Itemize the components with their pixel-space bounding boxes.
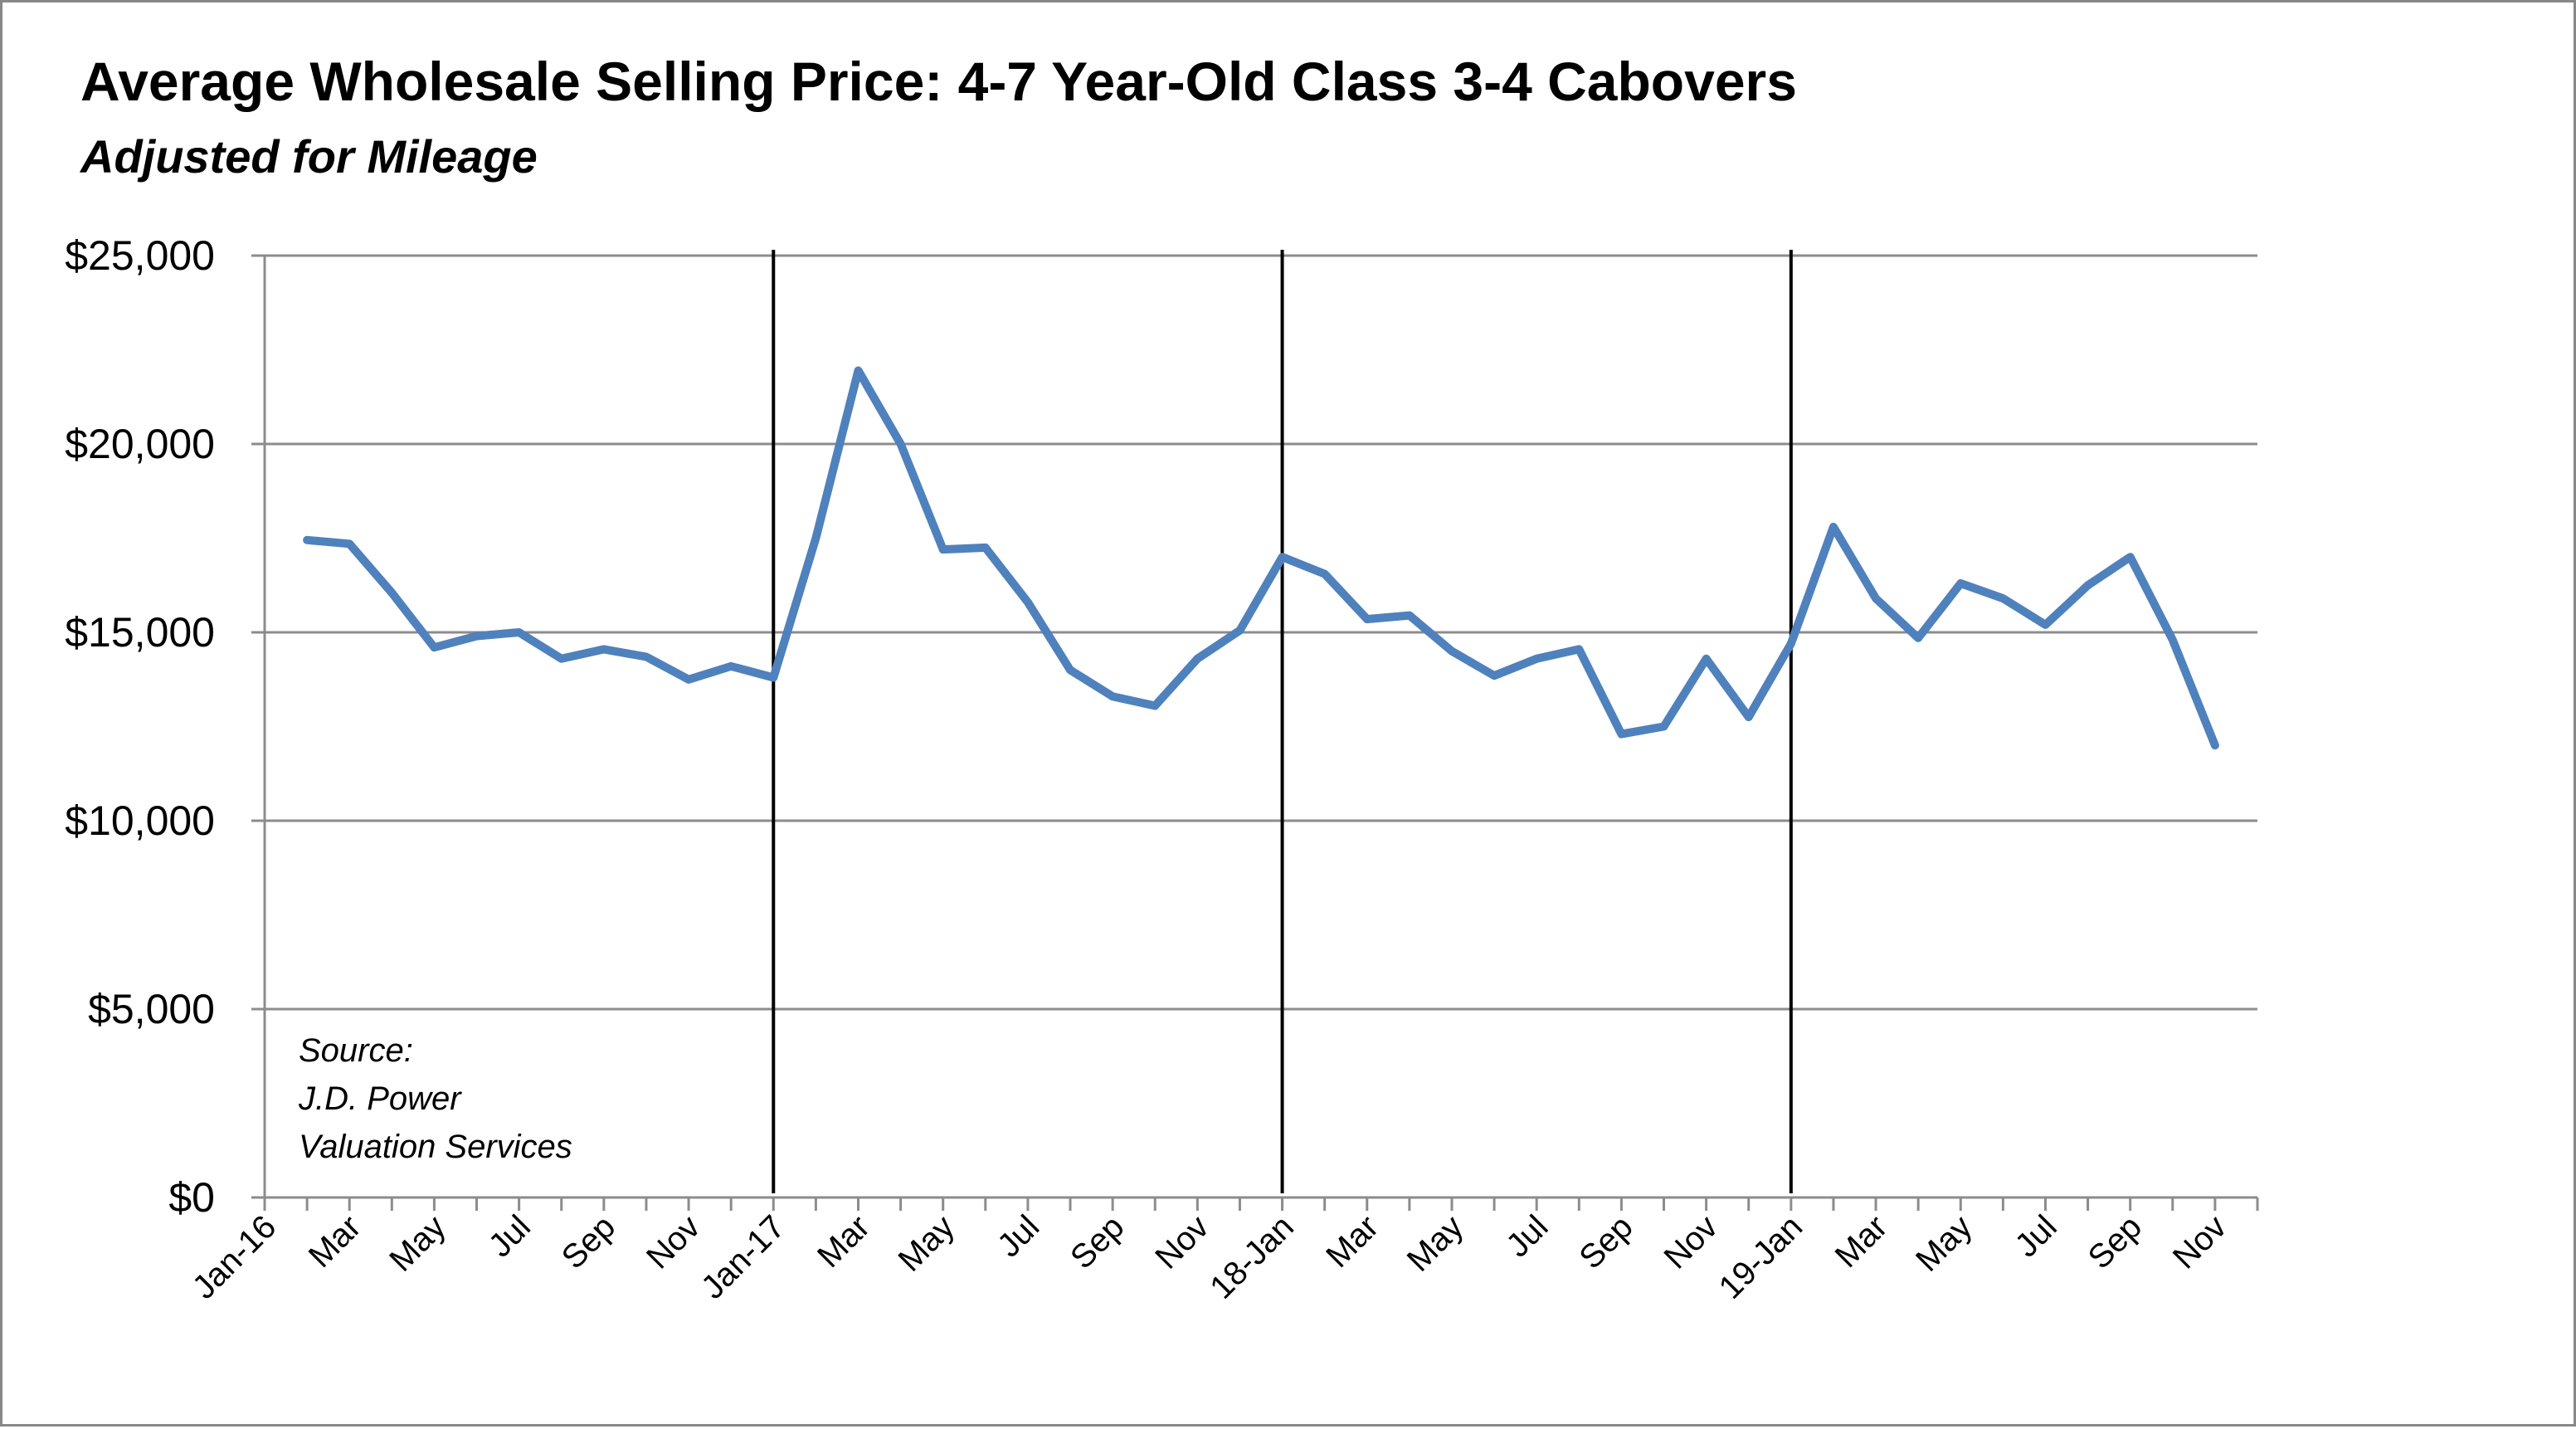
x-tick-label: Sep: [555, 1208, 622, 1275]
chart-title: Average Wholesale Selling Price: 4-7 Yea…: [80, 51, 1797, 112]
x-tick-label: Jul: [2009, 1208, 2064, 1264]
source-note-line: J.D. Power: [298, 1080, 462, 1117]
y-tick-label: $25,000: [65, 232, 215, 279]
x-tick-label: Nov: [1148, 1208, 1215, 1275]
x-tick-label: Mar: [811, 1208, 877, 1275]
gridlines: [265, 254, 2257, 1011]
data-point: [1153, 704, 1157, 708]
data-point: [348, 542, 352, 546]
source-note-line: Valuation Services: [299, 1129, 572, 1165]
chart-subtitle: Adjusted for Mileage: [79, 130, 538, 183]
data-point: [432, 646, 436, 650]
y-axis-tick-labels: $25,000 $20,000 $15,000 $10,000 $5,000 $0: [65, 232, 215, 1221]
data-point: [983, 545, 987, 549]
x-tick-label: Mar: [1319, 1208, 1385, 1275]
year-dividers: [772, 250, 1793, 1193]
x-tick-label: Jan-17: [694, 1208, 792, 1306]
data-point: [1365, 617, 1369, 622]
data-point: [1619, 732, 1624, 736]
data-point: [1704, 656, 1708, 661]
source-note: Source: J.D. Power Valuation Services: [298, 1032, 572, 1165]
x-tick-label: May: [892, 1208, 962, 1279]
data-point: [305, 538, 309, 542]
x-tick-label: Sep: [1064, 1208, 1131, 1275]
data-point: [1874, 597, 1878, 601]
x-tick-label: Nov: [640, 1208, 707, 1275]
data-point: [2001, 597, 2005, 601]
data-point: [1238, 628, 1242, 632]
data-point: [1111, 695, 1115, 699]
y-tick-label: $5,000: [88, 986, 215, 1032]
x-tick-label: Nov: [1658, 1208, 1725, 1275]
data-point: [1959, 581, 1963, 585]
x-tick-label: May: [1909, 1208, 1979, 1279]
x-tick-label: 18-Jan: [1203, 1208, 1301, 1306]
series-layer: [303, 366, 2219, 750]
data-point: [1662, 724, 1666, 729]
x-tick-label: May: [1400, 1208, 1471, 1279]
series-line: [303, 366, 2219, 750]
data-point: [729, 664, 733, 668]
data-point: [941, 548, 945, 552]
data-point: [644, 655, 648, 659]
data-point: [814, 536, 818, 540]
source-note-line: Source:: [299, 1032, 413, 1069]
x-tick-label: 19-Jan: [1712, 1208, 1810, 1306]
data-point: [1789, 641, 1793, 646]
data-point: [517, 631, 521, 634]
data-point: [2086, 583, 2090, 588]
x-tick-label: Jul: [991, 1208, 1046, 1264]
y-tick-label: $10,000: [65, 797, 215, 844]
data-point: [390, 591, 394, 595]
data-point: [2128, 555, 2132, 559]
data-point: [1069, 668, 1073, 672]
x-tick-label: Mar: [302, 1208, 368, 1275]
data-point: [772, 675, 776, 680]
x-tick-label: May: [382, 1208, 453, 1279]
data-point: [559, 656, 563, 661]
data-point: [1195, 656, 1200, 661]
data-point: [898, 442, 903, 446]
data-point: [856, 368, 860, 373]
x-tick-label: Jul: [482, 1208, 538, 1264]
axes: [251, 254, 2259, 1211]
y-tick-label: $0: [168, 1174, 215, 1221]
data-point: [601, 647, 606, 651]
data-point: [475, 634, 479, 638]
data-point: [1746, 715, 1751, 719]
y-tick-label: $20,000: [65, 421, 215, 467]
x-tick-label: Sep: [2082, 1208, 2149, 1275]
x-tick-label: Nov: [2166, 1208, 2233, 1275]
y-tick-label: $15,000: [65, 609, 215, 656]
x-tick-label: Mar: [1829, 1208, 1895, 1275]
data-point: [1025, 600, 1030, 604]
x-tick-label: Jan-16: [186, 1208, 284, 1306]
x-tick-label: Sep: [1572, 1208, 1639, 1275]
data-point: [1407, 613, 1411, 617]
x-tick-label: Jul: [1499, 1208, 1555, 1264]
data-point: [1493, 674, 1497, 678]
data-point: [1322, 572, 1327, 576]
data-point: [1577, 647, 1581, 651]
data-point: [2043, 622, 2048, 627]
data-point: [1280, 555, 1284, 559]
data-point: [2170, 638, 2174, 642]
data-point: [1831, 524, 1835, 529]
data-point: [687, 677, 691, 681]
data-point: [2213, 744, 2217, 748]
data-point: [1916, 636, 1921, 640]
data-point: [1449, 649, 1454, 653]
data-point: [1535, 656, 1539, 661]
